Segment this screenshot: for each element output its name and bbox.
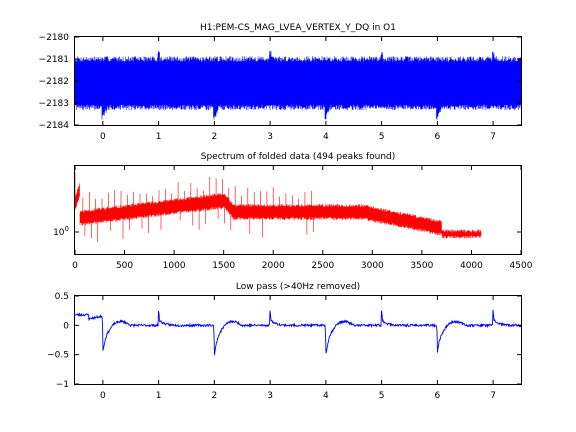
x-tick-label: 6: [435, 391, 441, 401]
time-series-panel: H1:PEM-CS_MAG_LVEA_VERTEX_Y_DQ in O1 0 1 2…: [39, 23, 522, 142]
axes-frame: [74, 295, 522, 385]
axes-frame: [74, 36, 522, 126]
x-tick-label: 1000: [163, 261, 186, 271]
x-tick-label: 0: [72, 261, 78, 271]
x-tick-label: 2000: [262, 261, 285, 271]
x-tick-label: 5: [379, 132, 385, 142]
x-tick-label: 4: [323, 391, 329, 401]
x-tick-label: 7: [490, 132, 496, 142]
y-tick-label: 100: [53, 225, 69, 238]
plot-area: [74, 172, 482, 243]
x-tick-label: 2: [212, 391, 218, 401]
axis-ticks: 0 500 1000 1500 2000 2500 3000 3500 4000 4500 100: [53, 166, 533, 271]
x-tick-label: 1: [156, 132, 162, 142]
axis-ticks: 0 1 2 3 4 5 6 7 −1 −0.5 0 0.5: [47, 292, 521, 401]
panel-title: Spectrum of folded data (494 peaks found…: [201, 152, 396, 162]
series-line: [74, 50, 522, 120]
x-tick-label: 4000: [460, 261, 483, 271]
y-tick-label: −2180: [39, 33, 70, 43]
x-tick-label: 3: [267, 391, 273, 401]
y-tick-label: −2181: [39, 55, 69, 65]
x-tick-label: 2500: [311, 261, 334, 271]
x-tick-label: 0: [100, 391, 106, 401]
x-tick-label: 3000: [361, 261, 384, 271]
plot-area: [74, 309, 522, 356]
x-tick-label: 4: [323, 132, 329, 142]
x-tick-label: 3500: [410, 261, 433, 271]
y-tick-label: −0.5: [47, 351, 69, 361]
x-tick-label: 5: [379, 391, 385, 401]
y-tick-label: 0.5: [55, 292, 69, 302]
y-tick-label: −2184: [39, 121, 70, 131]
axis-ticks: 0 1 2 3 4 5 6 7 −2184 −2183 −2182 −2181 −2180: [39, 33, 521, 142]
x-tick-label: 500: [116, 261, 133, 271]
low-pass-panel: Low pass (>40Hz removed) 0 1 2 3 4 5 6 7−1−0.50…: [47, 282, 522, 401]
x-tick-label: 7: [490, 391, 496, 401]
y-tick-label: −2182: [39, 77, 69, 87]
axes-frame: [74, 165, 522, 255]
y-tick-label: −2183: [39, 99, 69, 109]
series-line: [74, 309, 522, 356]
x-tick-label: 4500: [510, 261, 533, 271]
x-tick-label: 6: [435, 132, 441, 142]
panel-title: H1:PEM-CS_MAG_LVEA_VERTEX_Y_DQ in O1: [200, 23, 396, 33]
x-tick-label: 3: [267, 132, 273, 142]
y-tick-exponent: 0: [65, 225, 69, 233]
plot-area: [74, 50, 522, 120]
x-tick-label: 1: [156, 391, 162, 401]
series-line: [74, 172, 482, 243]
y-tick-label: −1: [56, 380, 69, 390]
panel-title: Low pass (>40Hz removed): [236, 282, 360, 292]
y-tick-label: 0: [63, 321, 69, 331]
x-tick-label: 2: [212, 132, 218, 142]
x-tick-label: 0: [100, 132, 106, 142]
x-tick-label: 1500: [212, 261, 235, 271]
spectrum-panel: Spectrum of folded data (494 peaks found…: [53, 152, 533, 271]
